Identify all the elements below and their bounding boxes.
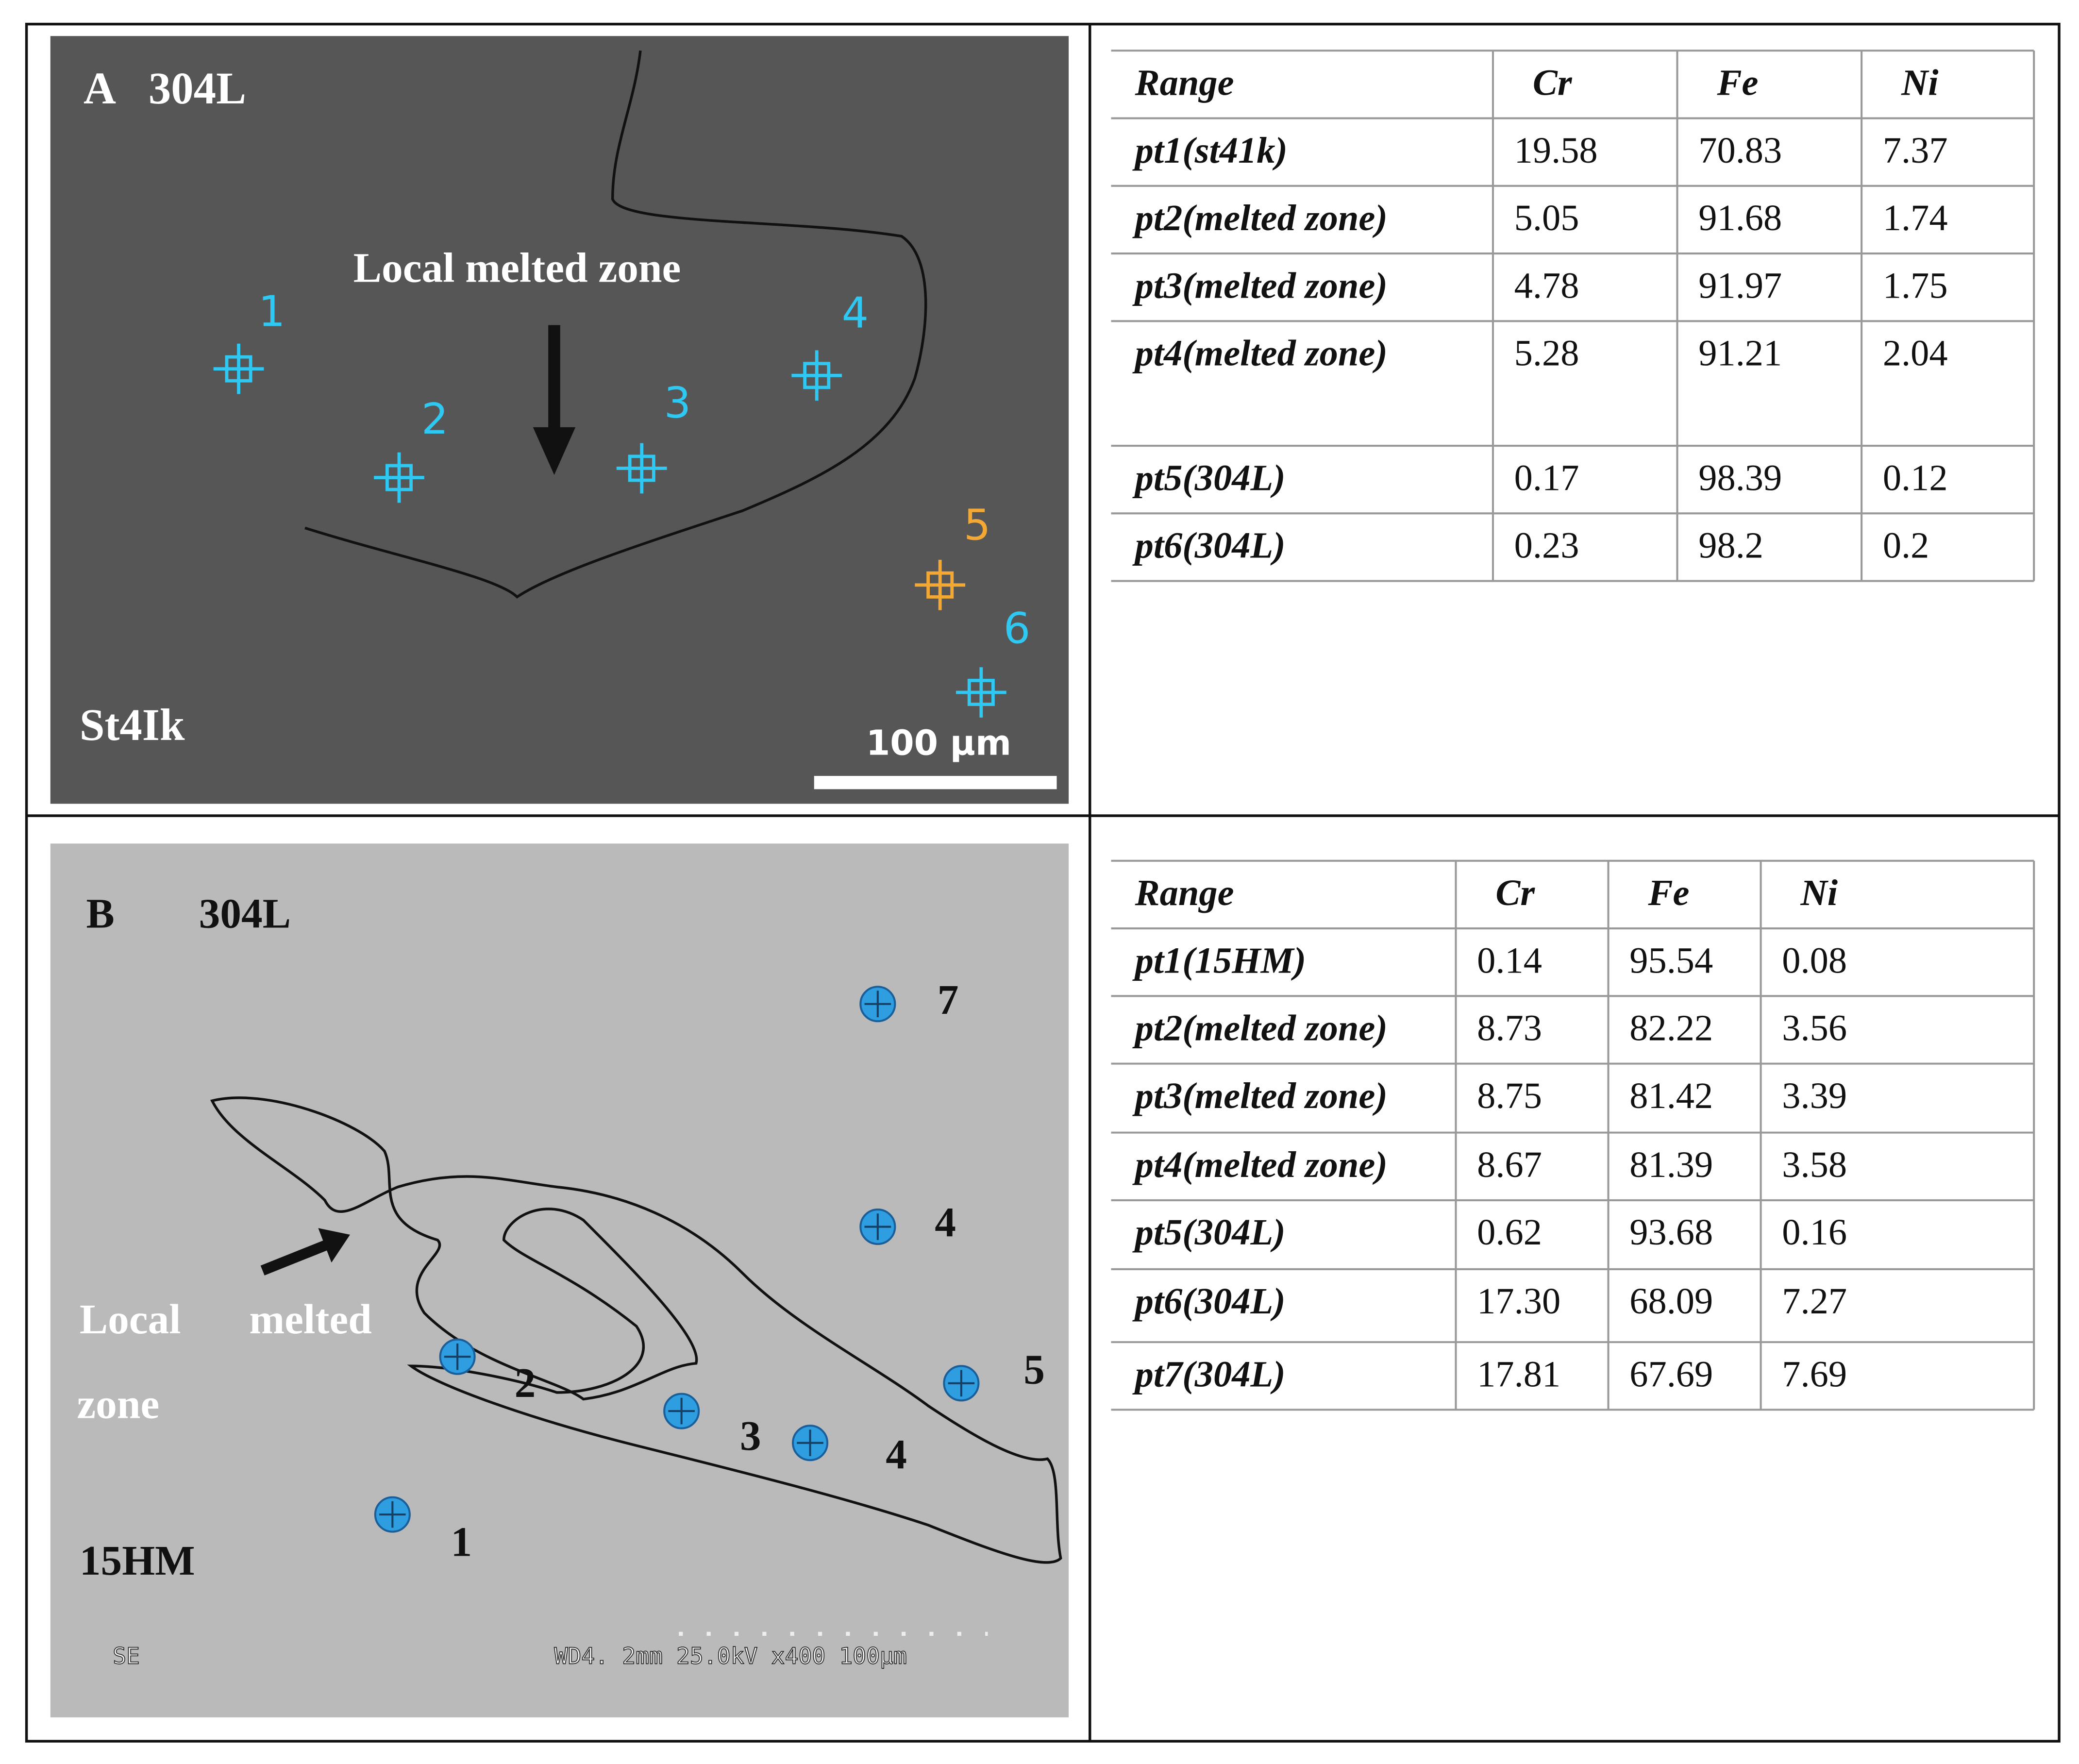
panel-label: A — [84, 64, 116, 114]
point-label: 7 — [938, 976, 959, 1023]
table-cell: pt3(melted zone) — [1132, 265, 1388, 306]
table-cell: 81.42 — [1629, 1075, 1713, 1116]
table-cell: 95.54 — [1629, 940, 1713, 981]
table-header: Cr — [1533, 62, 1573, 103]
point-label: 3 — [740, 1412, 761, 1459]
table-header: Range — [1135, 872, 1234, 913]
material-label: 304L — [199, 890, 291, 937]
material-label: 15HM — [80, 1537, 195, 1584]
table-cell: 0.08 — [1782, 940, 1847, 981]
point-label: 4 — [842, 288, 869, 337]
table-cell: 8.73 — [1477, 1008, 1542, 1049]
sem-image — [50, 843, 1069, 1717]
table-cell: pt1(15HM) — [1132, 940, 1307, 981]
frame — [25, 22, 2061, 1743]
table-cell: 0.23 — [1514, 525, 1579, 566]
table-cell: 98.2 — [1698, 525, 1763, 566]
table-cell: pt6(304L) — [1132, 1280, 1286, 1322]
table-cell: 0.14 — [1477, 940, 1542, 981]
detector-label: SE — [113, 1643, 140, 1669]
table-cell: 98.39 — [1698, 457, 1782, 498]
table-cell: 19.58 — [1514, 130, 1598, 171]
point-label: 1 — [451, 1518, 472, 1565]
point-label: 5 — [964, 500, 991, 550]
table-cell: 3.39 — [1782, 1075, 1847, 1116]
scale-bar — [814, 776, 1057, 790]
table-cell: 70.83 — [1698, 130, 1782, 171]
point-label: 3 — [664, 378, 691, 428]
scale-label: 100 µm — [866, 723, 1011, 763]
arrow-head — [533, 427, 576, 475]
table-cell: pt2(melted zone) — [1132, 1008, 1388, 1049]
annotation: zone — [77, 1380, 159, 1428]
table-cell: 0.62 — [1477, 1211, 1542, 1253]
table-cell: 2.04 — [1883, 333, 1948, 374]
table-cell: pt4(melted zone) — [1132, 1144, 1388, 1185]
table-cell: 7.69 — [1782, 1353, 1847, 1394]
table-cell: 93.68 — [1629, 1211, 1713, 1253]
annotation: Local melted zone — [353, 244, 681, 291]
info-bar: WD4. 2mm 25.0kV x400 100µm — [554, 1643, 907, 1669]
table-cell: pt2(melted zone) — [1132, 197, 1388, 238]
zone-outline — [210, 1096, 1062, 1564]
table-cell: 67.69 — [1629, 1353, 1713, 1394]
table-cell: 3.58 — [1782, 1144, 1847, 1185]
table-cell: 82.22 — [1629, 1008, 1713, 1049]
point-label: 1 — [258, 287, 285, 336]
arrow-head — [318, 1228, 350, 1263]
table-cell: 5.28 — [1514, 333, 1579, 374]
table-header: Range — [1135, 62, 1234, 103]
table-cell: 0.12 — [1883, 457, 1948, 498]
table-cell: 5.05 — [1514, 197, 1579, 238]
table-cell: pt4(melted zone) — [1132, 333, 1388, 374]
table-cell: 1.74 — [1883, 197, 1948, 238]
table-cell: 0.17 — [1514, 457, 1579, 498]
table-header: Ni — [1800, 872, 1838, 913]
table-cell: 17.81 — [1477, 1353, 1560, 1394]
table-cell: pt5(304L) — [1132, 457, 1286, 498]
table-cell: pt3(melted zone) — [1132, 1075, 1388, 1116]
point-label: 6 — [1004, 604, 1031, 653]
arrow — [260, 1239, 331, 1276]
table-cell: 91.68 — [1698, 197, 1782, 238]
table-cell: 4.78 — [1514, 265, 1579, 306]
point-label: 5 — [1023, 1346, 1045, 1393]
table-cell: 91.21 — [1698, 333, 1782, 374]
panel-label: B — [86, 890, 115, 937]
table-cell: 17.30 — [1477, 1280, 1560, 1322]
table-cell: 8.75 — [1477, 1075, 1542, 1116]
table-cell: 8.67 — [1477, 1144, 1542, 1185]
table-cell: 0.2 — [1883, 525, 1929, 566]
material-label: 304L — [149, 64, 246, 114]
table-cell: pt1(st41k) — [1132, 130, 1288, 171]
zone-outline — [304, 50, 927, 599]
table-header: Fe — [1716, 62, 1758, 103]
table-cell: pt6(304L) — [1132, 525, 1286, 566]
annotation: melted — [249, 1295, 371, 1343]
table-header: Cr — [1495, 872, 1535, 913]
table-cell: 3.56 — [1782, 1008, 1847, 1049]
table-cell: 1.75 — [1883, 265, 1948, 306]
table-cell: 7.37 — [1883, 130, 1948, 171]
table-cell: 7.27 — [1782, 1280, 1847, 1322]
table-cell: 91.97 — [1698, 265, 1782, 306]
point-label: 4 — [935, 1199, 956, 1246]
table-cell: 0.16 — [1782, 1211, 1847, 1253]
table-header: Ni — [1901, 62, 1938, 103]
table-cell: pt5(304L) — [1132, 1211, 1286, 1253]
point-label: 4 — [886, 1430, 907, 1478]
table-cell: pt7(304L) — [1132, 1353, 1286, 1394]
table-cell: 81.39 — [1629, 1144, 1713, 1185]
table-cell: 68.09 — [1629, 1280, 1713, 1322]
point-label: 2 — [421, 394, 449, 444]
annotation: Local — [80, 1295, 181, 1343]
point-label: 2 — [515, 1359, 536, 1406]
material-label: St4Ik — [80, 700, 185, 750]
table-header: Fe — [1647, 872, 1689, 913]
